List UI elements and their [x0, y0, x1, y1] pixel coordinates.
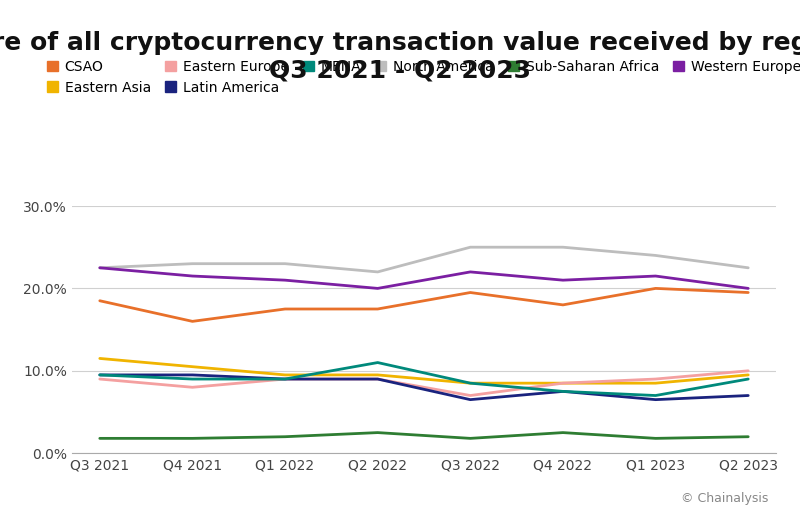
Text: Share of all cryptocurrency transaction value received by region,
Q3 2021 - Q2 2: Share of all cryptocurrency transaction …	[0, 31, 800, 83]
Text: © Chainalysis: © Chainalysis	[681, 492, 768, 505]
Legend: CSAO, Eastern Asia, Eastern Europe, Latin America, MENA, North America, Sub-Saha: CSAO, Eastern Asia, Eastern Europe, Lati…	[46, 60, 800, 95]
